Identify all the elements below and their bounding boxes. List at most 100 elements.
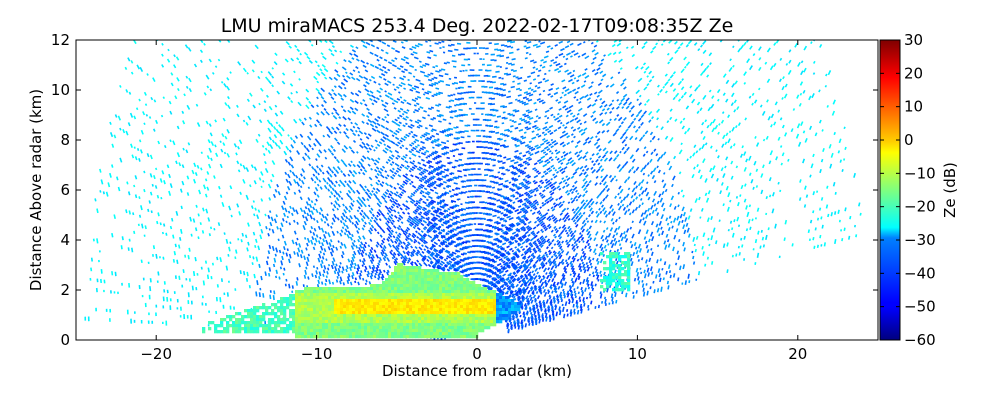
noise-echo [576, 236, 581, 242]
noise-echo [451, 194, 455, 198]
noise-echo [416, 95, 422, 99]
noise-echo [829, 163, 833, 169]
noise-echo [374, 168, 378, 173]
noise-echo [537, 134, 542, 138]
noise-echo [526, 262, 532, 268]
noise-echo [770, 113, 775, 119]
noise-echo [392, 167, 395, 171]
noise-echo [691, 173, 695, 179]
noise-echo [630, 261, 634, 267]
noise-echo [618, 58, 623, 63]
noise-echo [667, 264, 671, 269]
noise-echo [682, 117, 686, 121]
noise-echo [558, 181, 563, 185]
noise-echo [385, 222, 389, 227]
noise-echo [603, 220, 607, 224]
noise-echo [647, 196, 651, 201]
noise-echo [304, 206, 308, 210]
noise-echo [411, 219, 416, 224]
noise-echo [333, 173, 337, 178]
noise-echo [510, 85, 515, 89]
noise-echo [681, 219, 684, 223]
noise-echo [221, 133, 225, 138]
noise-echo [650, 220, 655, 226]
noise-echo [752, 53, 756, 57]
noise-echo [607, 52, 612, 57]
noise-echo [418, 166, 423, 170]
noise-echo [552, 173, 556, 177]
noise-echo [648, 79, 653, 83]
noise-echo [351, 110, 357, 115]
noise-echo [516, 168, 521, 172]
noise-echo [617, 239, 621, 243]
noise-echo [575, 223, 579, 228]
noise-echo [430, 199, 437, 204]
noise-echo [566, 290, 570, 296]
noise-echo [636, 98, 639, 102]
noise-echo [288, 180, 293, 186]
noise-echo [291, 171, 296, 177]
noise-echo [519, 290, 523, 296]
noise-echo [677, 277, 680, 282]
noise-echo [518, 181, 524, 186]
noise-echo [424, 175, 428, 178]
noise-echo [709, 167, 713, 173]
noise-echo [432, 169, 437, 172]
noise-echo [650, 204, 654, 210]
noise-echo [466, 268, 471, 271]
noise-echo [668, 270, 672, 274]
noise-echo [301, 168, 306, 173]
noise-echo [523, 185, 529, 189]
noise-echo [392, 200, 398, 205]
noise-echo [414, 189, 418, 193]
noise-echo [534, 287, 538, 292]
noise-echo [368, 229, 373, 235]
noise-echo [413, 56, 419, 60]
noise-echo [635, 196, 639, 200]
noise-echo [502, 111, 506, 114]
noise-echo [539, 179, 543, 183]
noise-echo [495, 256, 501, 260]
noise-echo [612, 211, 616, 217]
noise-echo [573, 212, 578, 217]
noise-echo [760, 189, 764, 195]
noise-echo [418, 124, 423, 128]
noise-echo [512, 109, 517, 112]
noise-echo [539, 278, 543, 284]
noise-echo [264, 147, 268, 151]
noise-echo [260, 185, 263, 189]
noise-echo [139, 66, 144, 72]
noise-echo [571, 298, 575, 304]
noise-echo [534, 193, 537, 197]
noise-echo [427, 73, 431, 76]
noise-echo [376, 143, 381, 147]
noise-echo [310, 239, 314, 245]
noise-echo [429, 44, 432, 47]
noise-echo [607, 210, 612, 216]
noise-echo [517, 77, 523, 80]
noise-echo [641, 190, 645, 195]
noise-echo [439, 199, 445, 203]
noise-echo [443, 145, 450, 149]
noise-echo [565, 161, 570, 166]
noise-echo [566, 234, 570, 238]
noise-echo [590, 41, 594, 45]
noise-echo [627, 208, 631, 212]
noise-echo [458, 265, 463, 269]
noise-echo [667, 78, 671, 82]
noise-echo [365, 81, 370, 85]
noise-echo [352, 253, 356, 259]
noise-echo [644, 187, 648, 193]
noise-echo [354, 107, 359, 112]
noise-echo [357, 264, 361, 270]
noise-echo [500, 265, 503, 268]
noise-echo [409, 119, 413, 122]
noise-echo [435, 87, 440, 90]
noise-echo [449, 195, 453, 198]
noise-echo [487, 286, 493, 291]
noise-echo [502, 267, 506, 270]
noise-echo [646, 264, 649, 267]
noise-echo [599, 258, 604, 264]
noise-echo [504, 237, 509, 242]
noise-echo [361, 113, 366, 117]
